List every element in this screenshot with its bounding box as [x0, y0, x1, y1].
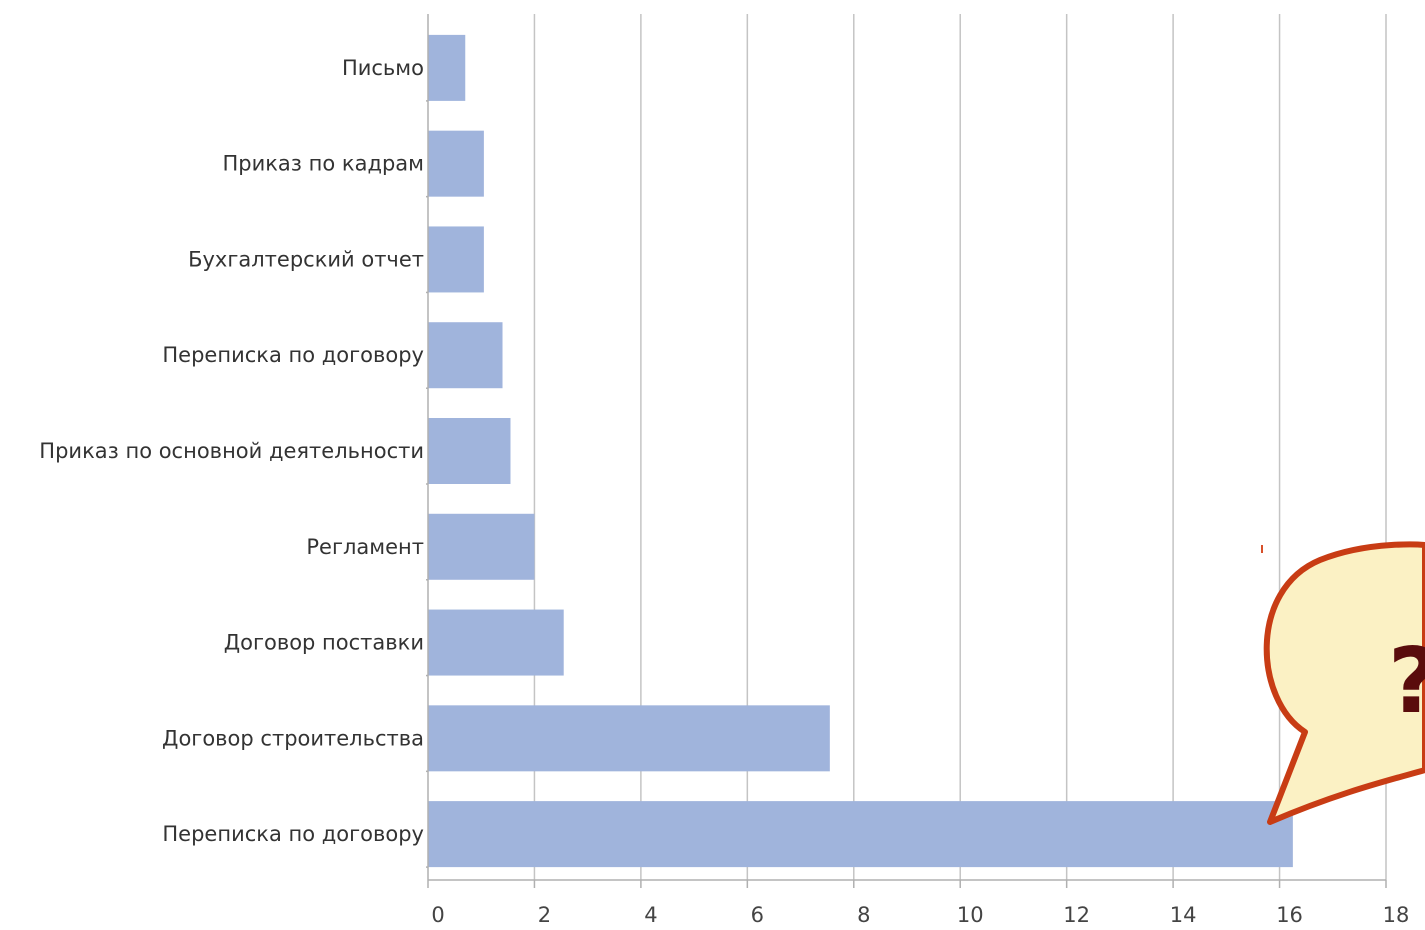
x-tick-label-12: 12: [1063, 903, 1090, 926]
grid-lines: [533, 14, 1387, 880]
category-label-2: Приказ по кадрам: [222, 152, 424, 176]
bar-5: [428, 418, 511, 484]
x-tick-label-16: 16: [1276, 903, 1303, 926]
bar-3: [428, 226, 484, 293]
axes: [426, 14, 1387, 888]
category-label-1: Письмо: [342, 56, 424, 80]
bar-7: [428, 609, 564, 676]
speech-bubble-callout: ?: [1261, 541, 1425, 825]
x-tick-label-2: 2: [538, 903, 551, 926]
category-label-6: Регламент: [306, 535, 424, 559]
small-tick-mark: [1261, 545, 1263, 553]
question-mark-text: ?: [1388, 629, 1425, 734]
speech-bubble-shape: [1263, 541, 1425, 825]
tick-labels: 0 2 4 6 8 10 12 14 16 18: [431, 903, 1410, 927]
x-tick-label-18: 18: [1383, 903, 1410, 926]
x-tick-label-4: 4: [644, 903, 657, 926]
bar-2: [428, 130, 484, 197]
bar-1: [428, 34, 466, 101]
bar-8: [428, 705, 830, 772]
x-tick-label-6: 6: [751, 903, 764, 926]
x-tick-label-8: 8: [857, 903, 870, 926]
x-tick-label-14: 14: [1170, 903, 1197, 926]
x-tick-label-0: 0: [431, 903, 444, 926]
category-label-9: Переписка по договору: [162, 822, 424, 846]
bars: [428, 34, 1293, 868]
category-label-4: Переписка по договору: [162, 343, 424, 367]
category-label-8: Договор строительства: [162, 726, 424, 750]
bar-4: [428, 322, 503, 389]
bar-9: [428, 801, 1293, 868]
category-labels: Письмо Приказ по кадрам Бухгалтерский отче…: [39, 56, 424, 846]
x-tick-label-10: 10: [957, 903, 984, 926]
category-label-3: Бухгалтерский отчет: [188, 247, 424, 271]
category-label-7: Договор поставки: [224, 631, 424, 655]
category-label-5: Приказ по основной деятельности: [39, 439, 424, 463]
bar-6: [428, 513, 535, 580]
